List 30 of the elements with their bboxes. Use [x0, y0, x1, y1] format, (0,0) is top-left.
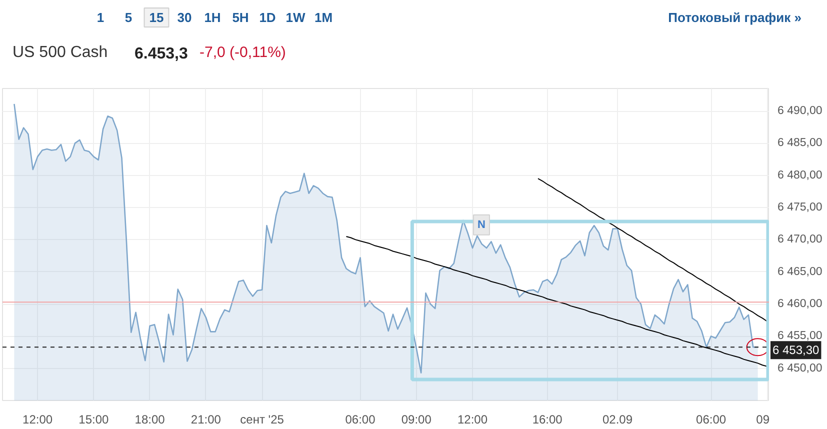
x-tick-label: 06:00	[345, 412, 376, 426]
y-tick-label: 6 480,00	[778, 169, 822, 182]
y-tick-label: 6 485,00	[778, 137, 822, 150]
y-tick-label: 6 470,00	[778, 234, 822, 246]
x-tick-label: 02.09	[602, 412, 633, 426]
line-series	[537, 178, 768, 322]
x-tick-label: 12:00	[458, 412, 488, 426]
x-tick-label: 06:00	[696, 412, 726, 426]
x-tick-label: 09:00	[401, 412, 432, 426]
y-tick-label: 6 460,00	[778, 298, 822, 310]
x-tick-label: 18:00	[134, 412, 166, 426]
y-tick-label: 6 475,00	[778, 202, 822, 214]
x-tick-label: 16:00	[532, 412, 563, 426]
ref-line-label: 6 453,30	[772, 343, 820, 358]
x-tick-label: 09	[756, 412, 770, 426]
chart-subtitle: 6.453,3	[134, 46, 188, 62]
y-tick-label: 6 455,00	[778, 330, 822, 342]
y-tick-label: 6 490,00	[778, 105, 822, 118]
text: -7,0 (-0,11%)	[200, 44, 286, 61]
x-tick-label: сент '25	[240, 412, 284, 426]
line-series	[346, 236, 768, 367]
text: 1 5 15 30 1H 5H 1D 1W 1M	[96, 10, 333, 25]
x-tick-label: 15:00	[78, 412, 110, 426]
y-tick-label: 6 465,00	[778, 266, 822, 278]
y-tick-label: 6 450,00	[778, 362, 822, 374]
text: Потоковый график »	[668, 10, 802, 25]
x-tick-label: 12:00	[22, 412, 53, 426]
chart-title: US 500 Cash	[12, 44, 108, 61]
annotation: N	[478, 218, 486, 231]
x-tick-label: 21:00	[190, 412, 222, 426]
